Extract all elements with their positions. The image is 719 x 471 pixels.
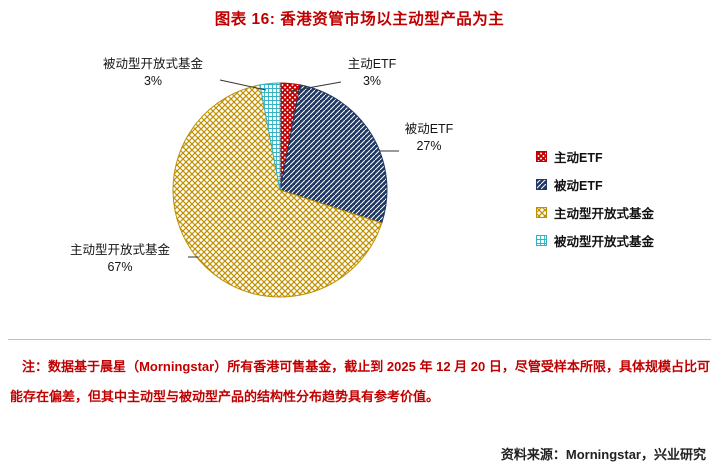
pie-slice-2 [172, 84, 383, 298]
legend-marker-icon [536, 178, 547, 190]
divider-line [8, 339, 711, 340]
callout-category: 主动ETF [347, 57, 397, 71]
footnote: 注：数据基于晨星（Morningstar）所有香港可售基金，截止到 2025 年… [10, 359, 710, 404]
pie-callout-2: 主动型开放式基金 67% [50, 242, 190, 276]
legend-label: 主动ETF [554, 150, 603, 165]
legend-label: 被动型开放式基金 [554, 234, 655, 249]
callout-category: 被动型开放式基金 [102, 57, 203, 71]
callout-value: 27% [416, 139, 442, 153]
callout-category: 被动ETF [404, 122, 454, 136]
legend-item-0: 主动ETF [536, 147, 654, 165]
pie-slice-3 [259, 82, 281, 191]
pie-slice-1 [279, 84, 388, 224]
leader-line-3 [219, 79, 267, 91]
legend-marker-icon [536, 234, 547, 246]
legend-marker-icon [536, 150, 547, 162]
legend-label: 被动ETF [554, 178, 603, 193]
pie-chart-svg [172, 79, 399, 298]
pie-chart-area: 主动ETF 3% 被动ETF 27% 主动型开放式基金 67% 被动型开放式基金 3% 主动E… [50, 56, 654, 298]
legend-item-1: 被动ETF [536, 175, 654, 193]
pie-callout-3: 被动型开放式基金 3% [86, 56, 220, 90]
callout-value: 3% [362, 74, 382, 88]
chart-legend: 主动ETF 被动ETF 主动型开放式基金 被动型开放式基金 [536, 147, 654, 259]
legend-label: 主动型开放式基金 [554, 206, 655, 221]
source-line: 资料来源：Morningstar，兴业研究 [500, 447, 706, 462]
leader-line-0 [290, 81, 342, 92]
chart-title: 图表 16: 香港资管市场以主动型产品为主 [214, 11, 505, 28]
legend-marker-icon [536, 206, 547, 218]
pie-callout-1: 被动ETF 27% [394, 121, 464, 155]
legend-item-2: 主动型开放式基金 [536, 203, 654, 221]
callout-value: 67% [107, 260, 133, 274]
callout-value: 3% [143, 74, 163, 88]
pie-callout-0: 主动ETF 3% [332, 56, 412, 90]
legend-item-3: 被动型开放式基金 [536, 231, 654, 249]
callout-category: 主动型开放式基金 [69, 243, 170, 257]
